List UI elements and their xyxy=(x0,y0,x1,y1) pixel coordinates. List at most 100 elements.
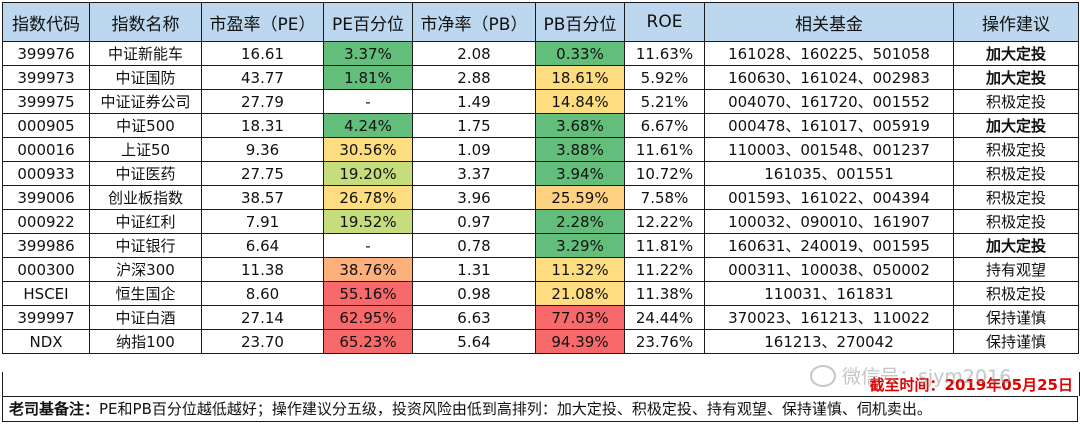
cell-index-name: 创业板指数 xyxy=(89,185,202,210)
cell-advice: 积极定投 xyxy=(953,161,1079,186)
date-bar: 截至时间：2019年05月25日 xyxy=(2,372,1080,396)
cell-index-name: 沪深300 xyxy=(89,257,202,282)
table-row: HSCEI 恒生国企 8.60 55.16% 0.98 21.08% 11.38% 11003… xyxy=(2,281,1079,306)
cell-pb-percentile: 77.03% xyxy=(535,305,625,330)
table-row: 399975 中证证券公司 27.79-1.49 14.84% 5.21% 004070、… xyxy=(2,89,1079,114)
cell-pb: 3.96 xyxy=(412,185,536,210)
cell-index-name: 中证新能车 xyxy=(89,41,202,66)
table-row: 000300 沪深300 11.38 38.76% 1.31 11.32% 11.22% 00… xyxy=(2,257,1079,282)
cell-pe-percentile: - xyxy=(323,233,413,258)
cell-index-name: 中证白酒 xyxy=(89,305,202,330)
cell-related-funds: 160631、240019、001595 xyxy=(704,233,954,258)
cell-pe-percentile: 30.56% xyxy=(323,137,413,162)
cell-pe-percentile: 65.23% xyxy=(323,329,413,354)
as-of-date: 截至时间：2019年05月25日 xyxy=(869,376,1074,394)
cell-index-code: 000933 xyxy=(2,161,90,186)
table-row: 000933 中证医药 27.75 19.20% 3.37 3.94% 10.72% 1610… xyxy=(2,161,1079,186)
cell-pe-percentile: 38.76% xyxy=(323,257,413,282)
header-row: 指数代码 指数名称 市盈率（PE） PE百分位 市净率（PB） PB百分位 ROE 相关基金操… xyxy=(2,2,1079,42)
cell-roe: 11.81% xyxy=(624,233,705,258)
cell-pb: 3.37 xyxy=(412,161,536,186)
cell-advice: 积极定投 xyxy=(953,137,1079,162)
cell-index-name: 中证国防 xyxy=(89,65,202,90)
cell-related-funds: 160630、161024、002983 xyxy=(704,65,954,90)
cell-pe-percentile: 3.37% xyxy=(323,41,413,66)
cell-related-funds: 161028、160225、501058 xyxy=(704,41,954,66)
table-row: 000905 中证500 18.31 4.24% 1.75 3.68% 6.67% 00047… xyxy=(2,113,1079,138)
cell-index-name: 中证红利 xyxy=(89,209,202,234)
cell-pb-percentile: 21.08% xyxy=(535,281,625,306)
cell-pb: 0.78 xyxy=(412,233,536,258)
table-row: 399997 中证白酒 27.14 62.95% 6.63 77.03% 24.44% 370… xyxy=(2,305,1079,330)
cell-related-funds: 161035、001551 xyxy=(704,161,954,186)
cell-advice: 加大定投 xyxy=(953,41,1079,66)
cell-pb-percentile: 3.88% xyxy=(535,137,625,162)
header-pe: 市盈率（PE） xyxy=(201,2,324,42)
cell-advice: 持有观望 xyxy=(953,257,1079,282)
footer-note: 老司基备注：PE和PB百分位越低越好；操作建议分五级，投资风险由低到高排列：加大… xyxy=(2,396,1078,422)
valuation-table: 指数代码 指数名称 市盈率（PE） PE百分位 市净率（PB） PB百分位 ROE 相关基金操… xyxy=(2,2,1079,354)
cell-pe: 9.36 xyxy=(201,137,324,162)
cell-index-name: 中证500 xyxy=(89,113,202,138)
cell-index-code: 000922 xyxy=(2,209,90,234)
cell-pb: 1.09 xyxy=(412,137,536,162)
cell-advice: 积极定投 xyxy=(953,89,1079,114)
cell-pe: 27.75 xyxy=(201,161,324,186)
cell-roe: 7.58% xyxy=(624,185,705,210)
cell-index-code: HSCEI xyxy=(2,281,90,306)
cell-advice: 加大定投 xyxy=(953,113,1079,138)
cell-advice: 积极定投 xyxy=(953,185,1079,210)
cell-pb: 6.63 xyxy=(412,305,536,330)
cell-roe: 24.44% xyxy=(624,305,705,330)
header-advice: 操作建议 xyxy=(953,2,1079,42)
cell-pe: 27.14 xyxy=(201,305,324,330)
cell-pb: 1.31 xyxy=(412,257,536,282)
cell-pb: 5.64 xyxy=(412,329,536,354)
cell-pb-percentile: 0.33% xyxy=(535,41,625,66)
cell-related-funds: 001593、161022、004394 xyxy=(704,185,954,210)
cell-roe: 23.76% xyxy=(624,329,705,354)
cell-index-code: 399975 xyxy=(2,89,90,114)
cell-pe: 6.64 xyxy=(201,233,324,258)
cell-pe-percentile: 1.81% xyxy=(323,65,413,90)
table-row: 399006 创业板指数 38.57 26.78% 3.96 25.59% 7.58% 001… xyxy=(2,185,1079,210)
cell-index-name: 纳指100 xyxy=(89,329,202,354)
cell-pe: 27.79 xyxy=(201,89,324,114)
cell-index-code: 399973 xyxy=(2,65,90,90)
cell-related-funds: 000311、100038、050002 xyxy=(704,257,954,282)
cell-pe-percentile: 62.95% xyxy=(323,305,413,330)
cell-related-funds: 161213、270042 xyxy=(704,329,954,354)
cell-roe: 5.92% xyxy=(624,65,705,90)
cell-roe: 6.67% xyxy=(624,113,705,138)
header-index-name: 指数名称 xyxy=(89,2,202,42)
table-row: NDX 纳指100 23.70 65.23% 5.64 94.39% 23.76% 16121… xyxy=(2,329,1079,354)
cell-pe: 7.91 xyxy=(201,209,324,234)
cell-pe-percentile: - xyxy=(323,89,413,114)
cell-index-code: 399997 xyxy=(2,305,90,330)
cell-pb: 0.98 xyxy=(412,281,536,306)
cell-pb: 1.75 xyxy=(412,113,536,138)
cell-roe: 11.61% xyxy=(624,137,705,162)
cell-index-name: 中证证券公司 xyxy=(89,89,202,114)
header-related-funds: 相关基金 xyxy=(704,2,954,42)
cell-related-funds: 100032、090010、161907 xyxy=(704,209,954,234)
header-index-code: 指数代码 xyxy=(2,2,90,42)
cell-advice: 加大定投 xyxy=(953,233,1079,258)
footer-text: PE和PB百分位越低越好；操作建议分五级，投资风险由低到高排列：加大定投、积极定… xyxy=(99,400,932,418)
cell-index-code: 000300 xyxy=(2,257,90,282)
cell-pe: 18.31 xyxy=(201,113,324,138)
cell-pe-percentile: 55.16% xyxy=(323,281,413,306)
cell-index-code: 399986 xyxy=(2,233,90,258)
header-pb: 市净率（PB） xyxy=(412,2,536,42)
header-pb-percentile: PB百分位 xyxy=(535,2,625,42)
cell-advice: 积极定投 xyxy=(953,209,1079,234)
cell-advice: 保持谨慎 xyxy=(953,305,1079,330)
cell-index-code: 399006 xyxy=(2,185,90,210)
cell-pb: 2.08 xyxy=(412,41,536,66)
cell-pb-percentile: 18.61% xyxy=(535,65,625,90)
cell-pb: 0.97 xyxy=(412,209,536,234)
cell-pb-percentile: 25.59% xyxy=(535,185,625,210)
cell-pb-percentile: 3.94% xyxy=(535,161,625,186)
cell-pe-percentile: 4.24% xyxy=(323,113,413,138)
cell-related-funds: 370023、161213、110022 xyxy=(704,305,954,330)
